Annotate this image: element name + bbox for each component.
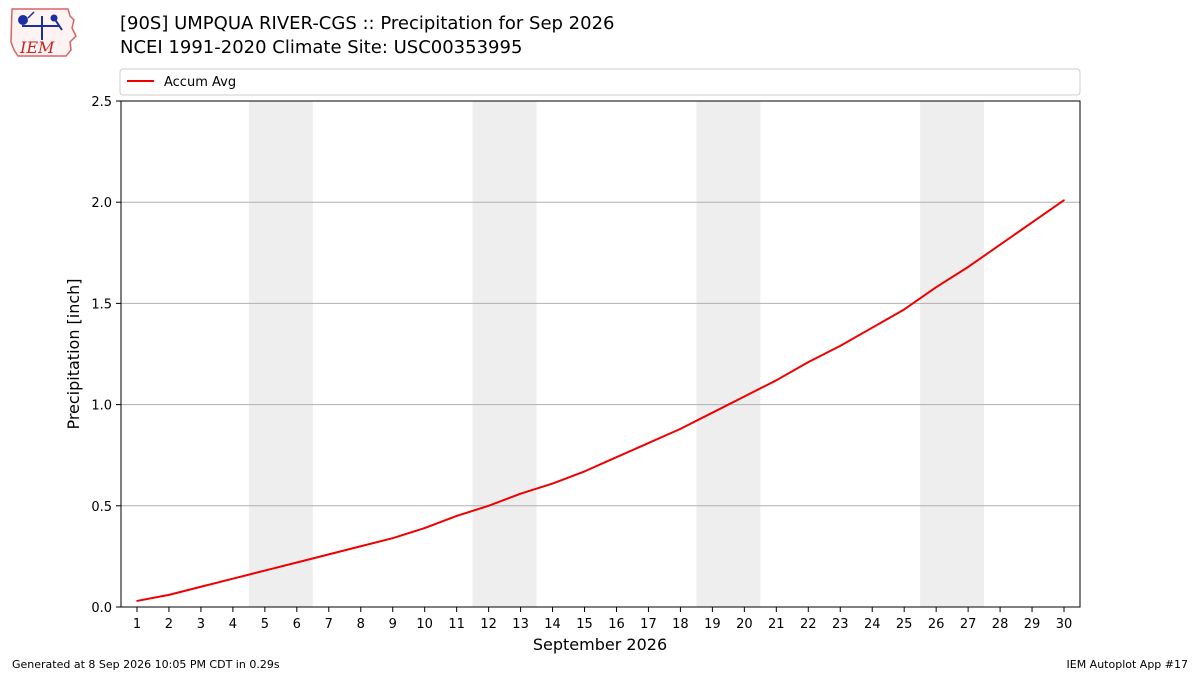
x-tick-label-29: 29	[1024, 617, 1041, 632]
x-tick-label-22: 22	[800, 617, 817, 632]
data-point-day-29	[1031, 221, 1033, 224]
x-tick-label-27: 27	[960, 617, 977, 632]
x-tick-label-28: 28	[992, 617, 1009, 632]
data-point-day-16	[615, 456, 618, 459]
legend: Accum Avg	[119, 68, 1081, 96]
x-tick-label-25: 25	[896, 617, 913, 632]
weekend-band-3	[696, 101, 761, 607]
data-point-day-28	[999, 243, 1001, 246]
x-tick-label-26: 26	[928, 617, 945, 632]
series-layer	[136, 199, 1065, 602]
weekend-band-1	[248, 101, 313, 607]
y-gridlines	[121, 201, 1080, 507]
y-tick-label-4: 2.0	[91, 196, 112, 211]
x-tick-label-2: 2	[165, 617, 173, 632]
x-tick-label-21: 21	[768, 617, 785, 632]
data-point-day-8	[359, 545, 362, 548]
data-point-day-15	[583, 470, 586, 473]
x-axis-ticks: 1 2 3 4 5 6 7 8 9 10 11 12 13 14 15 16 17 18 19 20 21 22 23 24 2…	[133, 607, 1072, 632]
x-tick-label-14: 14	[544, 617, 561, 632]
chart-title: [90S] UMPQUA RIVER-CGS :: Precipitation …	[120, 13, 615, 34]
x-tick-label-16: 16	[608, 617, 625, 632]
data-point-day-23	[839, 345, 842, 347]
data-point-day-4	[232, 577, 234, 580]
x-tick-label-10: 10	[416, 617, 433, 632]
app-credit: IEM Autoplot App #17	[1066, 658, 1189, 671]
data-point-day-25	[903, 308, 905, 311]
plot-frame	[120, 100, 1081, 608]
data-point-day-1	[136, 600, 138, 602]
data-point-day-17	[647, 442, 650, 444]
x-tick-label-18: 18	[672, 617, 689, 632]
x-tick-label-6: 6	[293, 617, 301, 632]
generated-timestamp: Generated at 8 Sep 2026 10:05 PM CDT in …	[12, 658, 280, 671]
chart-subtitle: NCEI 1991-2020 Climate Site: USC00353995	[120, 37, 523, 58]
data-point-day-2	[168, 594, 170, 596]
x-tick-label-9: 9	[389, 617, 397, 632]
x-tick-label-15: 15	[576, 617, 593, 632]
data-point-day-13	[519, 492, 522, 495]
weekend-band-4	[920, 101, 985, 607]
x-tick-label-19: 19	[704, 617, 721, 632]
x-tick-label-7: 7	[325, 617, 333, 632]
data-point-day-6	[296, 561, 298, 564]
y-axis-ticks: 0.0 0.5 1.0 1.5 2.0 2.5	[91, 95, 121, 616]
x-tick-label-3: 3	[197, 617, 205, 632]
data-point-day-18	[679, 428, 682, 430]
data-point-day-27	[967, 266, 969, 268]
data-point-day-12	[487, 505, 490, 507]
x-tick-label-5: 5	[261, 617, 269, 632]
data-point-day-26	[935, 286, 937, 289]
y-tick-label-5: 2.5	[91, 95, 112, 110]
x-tick-label-11: 11	[448, 617, 465, 632]
x-tick-label-8: 8	[357, 617, 365, 632]
y-tick-label-3: 1.5	[91, 297, 112, 312]
legend-box	[119, 68, 1081, 96]
data-point-day-5	[264, 569, 266, 572]
data-point-day-14	[551, 482, 554, 485]
x-tick-label-30: 30	[1056, 617, 1073, 632]
data-point-day-3	[200, 585, 202, 588]
x-tick-label-4: 4	[229, 617, 237, 632]
logo-text: IEM	[19, 38, 55, 57]
iem-logo: IEM	[10, 8, 77, 57]
data-point-day-7	[327, 553, 330, 556]
data-point-day-9	[391, 537, 394, 539]
data-point-day-30	[1063, 199, 1065, 201]
weekend-bands	[248, 101, 985, 607]
x-tick-label-1: 1	[133, 617, 141, 632]
y-tick-label-2: 1.0	[91, 399, 112, 414]
x-tick-label-12: 12	[480, 617, 497, 632]
data-point-day-19	[711, 411, 714, 414]
x-tick-label-23: 23	[832, 617, 849, 632]
x-tick-label-20: 20	[736, 617, 753, 632]
x-tick-label-13: 13	[512, 617, 529, 632]
weather-station-icon	[18, 11, 63, 40]
x-axis-label: September 2026	[533, 635, 667, 654]
series-line-accum-avg	[136, 199, 1065, 602]
x-tick-label-24: 24	[864, 617, 881, 632]
weekend-band-2	[472, 101, 537, 607]
x-tick-label-17: 17	[640, 617, 657, 632]
data-point-day-20	[743, 395, 746, 398]
data-point-day-24	[871, 326, 874, 329]
data-point-day-11	[455, 515, 458, 517]
y-tick-label-0: 0.0	[91, 601, 112, 616]
data-point-day-21	[775, 379, 778, 382]
data-point-day-22	[807, 361, 810, 363]
y-axis-label: Precipitation [inch]	[64, 278, 83, 429]
y-tick-label-1: 0.5	[91, 500, 112, 515]
data-point-day-10	[423, 527, 426, 529]
legend-label-accum-avg: Accum Avg	[164, 75, 236, 90]
